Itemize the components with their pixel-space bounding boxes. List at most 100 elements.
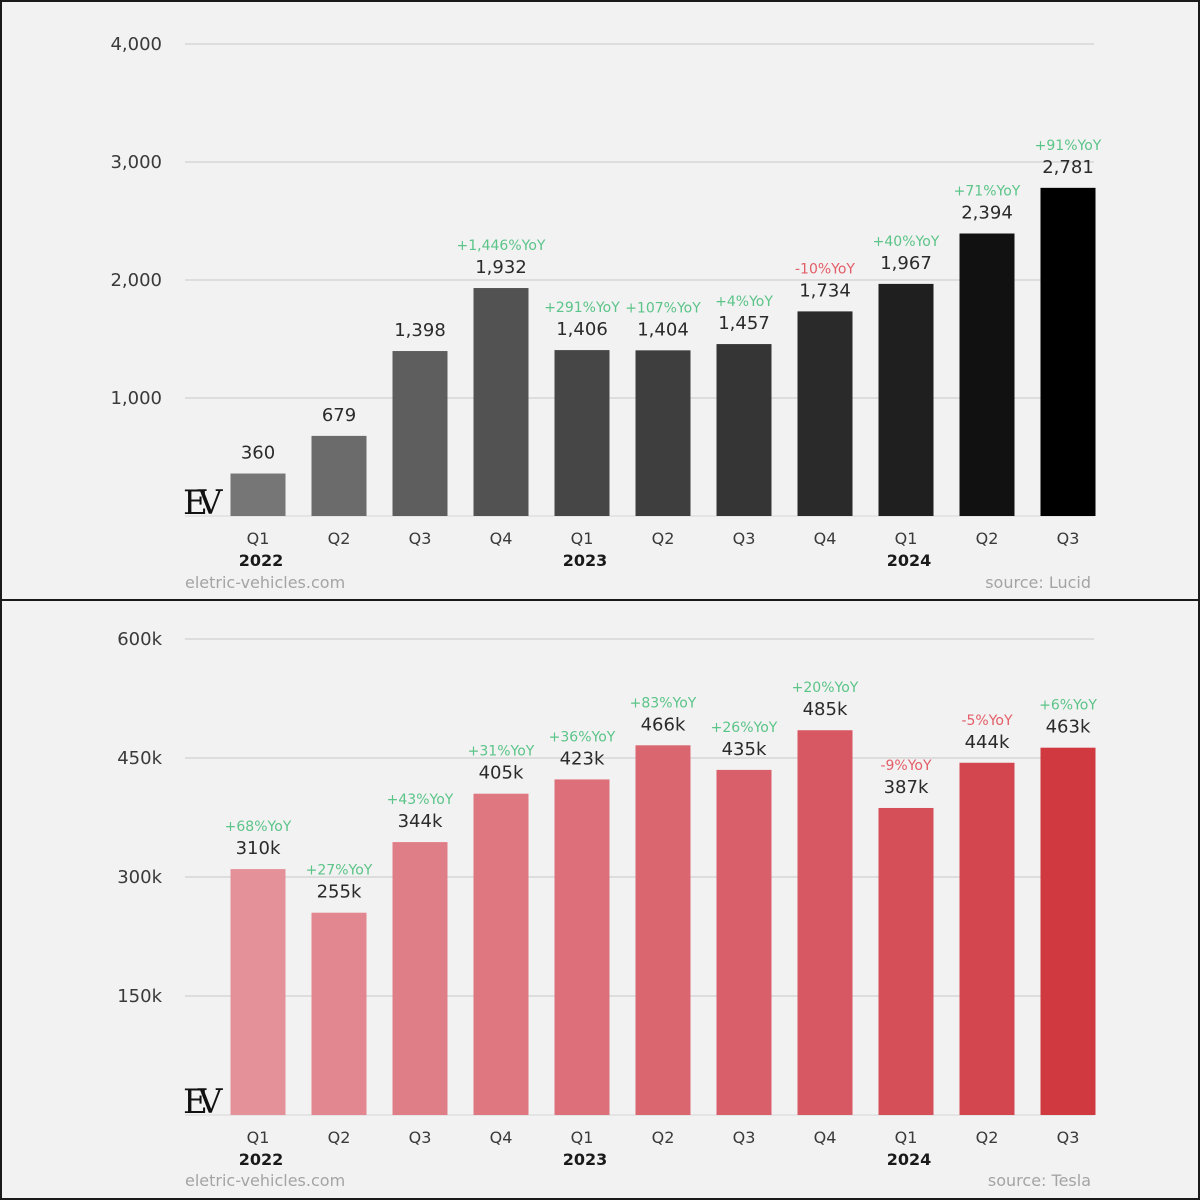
value-label: 1,967 (880, 253, 932, 274)
x-tick-label: Q1 (571, 529, 594, 548)
source-text: source: Lucid (985, 573, 1091, 592)
x-tick-label: Q1 (247, 529, 270, 548)
bar (392, 351, 448, 516)
yoy-label: +20%YoY (792, 680, 859, 696)
x-tick-label: Q2 (328, 1128, 351, 1147)
value-label: 2,394 (961, 203, 1013, 224)
watermark-text: eletric-vehicles.com (185, 573, 346, 592)
x-tick-label: Q4 (814, 1128, 837, 1147)
x-tick-label: Q1 (895, 1128, 918, 1147)
yoy-label: +40%YoY (873, 234, 940, 250)
bar (473, 288, 529, 516)
x-tick-label: Q4 (490, 1128, 513, 1147)
bar (1040, 747, 1096, 1115)
bar (392, 842, 448, 1115)
x-tick-label: Q4 (490, 529, 513, 548)
value-label: 679 (322, 405, 356, 426)
year-label: 2024 (887, 551, 932, 570)
year-label: 2022 (239, 1150, 284, 1169)
yoy-label: +43%YoY (387, 792, 454, 808)
yoy-label: +27%YoY (306, 863, 373, 879)
bar (797, 730, 853, 1115)
value-label: 466k (641, 714, 686, 735)
bar (635, 745, 691, 1115)
bar (311, 435, 367, 516)
x-tick-label: Q2 (652, 529, 675, 548)
lucid-chart-panel: 1,000 2,000 3,000 4,000 360 Q1 679 Q2 1,398 Q3 1,9… (0, 0, 1200, 601)
x-tick-label: Q4 (814, 529, 837, 548)
bar (716, 769, 772, 1115)
y-tick-label: 150k (117, 986, 162, 1007)
x-tick-label: Q3 (409, 1128, 432, 1147)
value-label: 444k (965, 732, 1010, 753)
bar (635, 350, 691, 516)
y-tick-label: 300k (117, 867, 162, 888)
x-tick-label: Q3 (409, 529, 432, 548)
x-tick-label: Q2 (976, 1128, 999, 1147)
y-tick-label: 4,000 (110, 34, 162, 55)
watermark-text: eletric-vehicles.com (185, 1171, 346, 1190)
bar (554, 779, 610, 1115)
year-label: 2023 (563, 551, 608, 570)
bar (554, 350, 610, 516)
yoy-label: +26%YoY (711, 720, 778, 736)
yoy-label: +107%YoY (625, 300, 701, 316)
tesla-deliveries-chart: 150k 300k 450k 600k 310k +68%YoY Q1 255k +27%YoY… (117, 629, 1097, 1169)
x-tick-label: Q2 (328, 529, 351, 548)
ev-logo-icon: EV (183, 1082, 224, 1122)
year-label: 2023 (563, 1150, 608, 1169)
yoy-label: +291%YoY (544, 300, 620, 316)
value-label: 255k (317, 882, 362, 903)
value-label: 485k (803, 699, 848, 720)
y-tick-label: 1,000 (110, 388, 162, 409)
source-text: source: Tesla (987, 1171, 1091, 1190)
value-label: 1,734 (799, 280, 851, 301)
yoy-label: +71%YoY (954, 184, 1021, 200)
value-label: 1,932 (475, 257, 527, 278)
yoy-label: +31%YoY (468, 744, 535, 760)
yoy-label: -10%YoY (795, 261, 855, 277)
yoy-label: +91%YoY (1035, 138, 1102, 154)
value-label: 360 (241, 443, 275, 464)
bar (797, 311, 853, 516)
yoy-label: +1,446%YoY (457, 238, 546, 254)
value-label: 435k (722, 739, 767, 760)
value-label: 423k (560, 748, 605, 769)
year-label: 2022 (239, 551, 284, 570)
x-tick-label: Q2 (976, 529, 999, 548)
y-tick-label: 3,000 (110, 152, 162, 173)
bar (878, 283, 934, 516)
yoy-label: -5%YoY (961, 713, 1013, 729)
x-tick-label: Q3 (733, 1128, 756, 1147)
x-tick-label: Q2 (652, 1128, 675, 1147)
yoy-label: +36%YoY (549, 729, 616, 745)
bar (959, 762, 1015, 1115)
value-label: 344k (398, 811, 443, 832)
bar (878, 807, 934, 1115)
bar (959, 233, 1015, 516)
tesla-chart-panel: 150k 300k 450k 600k 310k +68%YoY Q1 255k +27%YoY… (0, 599, 1200, 1200)
bar (230, 473, 286, 516)
bar (473, 793, 529, 1115)
x-tick-label: Q1 (895, 529, 918, 548)
bar (230, 869, 286, 1115)
value-label: 1,406 (556, 319, 608, 340)
value-label: 405k (479, 763, 524, 784)
yoy-label: -9%YoY (880, 758, 932, 774)
value-label: 1,398 (394, 320, 446, 341)
yoy-label: +83%YoY (630, 695, 697, 711)
bar (1040, 187, 1096, 517)
value-label: 1,457 (718, 313, 770, 334)
year-label: 2024 (887, 1150, 932, 1169)
value-label: 310k (236, 838, 281, 859)
y-tick-label: 2,000 (110, 270, 162, 291)
yoy-label: +4%YoY (715, 294, 773, 310)
x-tick-label: Q3 (733, 529, 756, 548)
yoy-label: +6%YoY (1039, 698, 1097, 714)
value-label: 387k (884, 777, 929, 798)
y-tick-label: 450k (117, 748, 162, 769)
x-tick-label: Q3 (1057, 1128, 1080, 1147)
x-tick-label: Q1 (571, 1128, 594, 1147)
bar (716, 344, 772, 516)
bar (311, 912, 367, 1115)
